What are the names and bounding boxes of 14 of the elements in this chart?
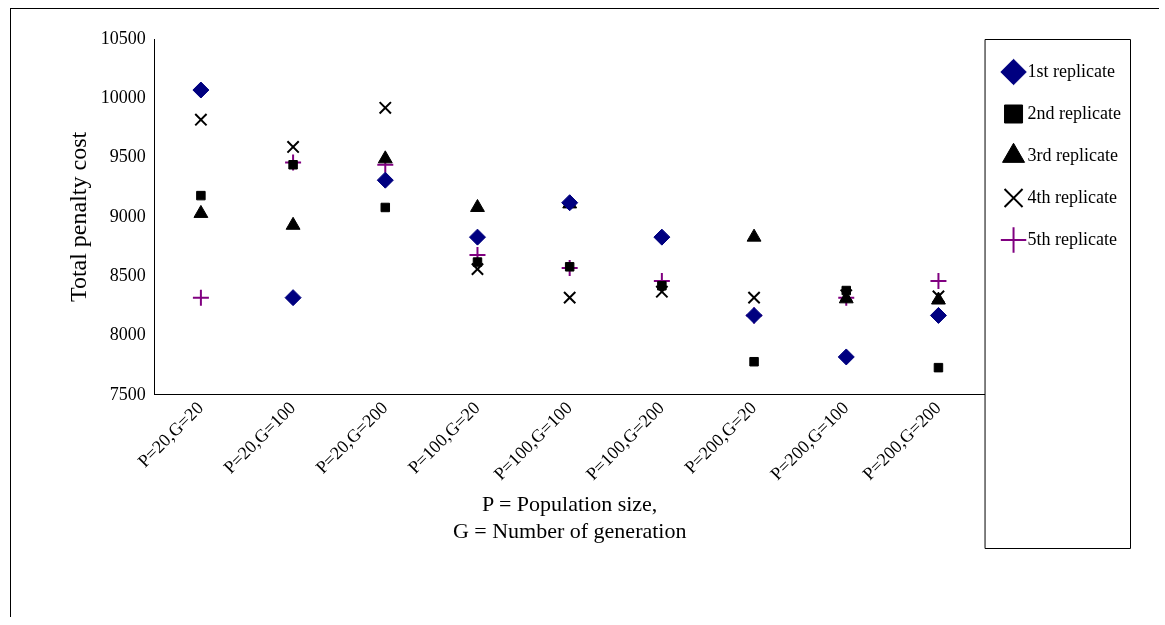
y-tick-label: 8000: [109, 324, 146, 345]
y-tick-label: 9000: [109, 205, 146, 226]
y-tick-label: 8500: [109, 265, 146, 286]
legend-label: 3rd replicate: [1027, 144, 1118, 165]
legend-label: 1st replicate: [1027, 60, 1116, 81]
y-axis-title: Total penalty cost: [64, 131, 91, 303]
legend-label: 5th replicate: [1027, 228, 1118, 249]
y-tick-label: 10000: [100, 87, 146, 108]
y-tick-label: 7500: [109, 383, 146, 404]
y-tick-label: 9500: [109, 146, 146, 167]
y-tick-label: 10500: [100, 27, 146, 48]
legend-label: 4th replicate: [1027, 186, 1118, 207]
x-axis-title: P = Population size, G = Number of generation: [452, 491, 687, 543]
legend-label: 2nd replicate: [1027, 102, 1122, 123]
